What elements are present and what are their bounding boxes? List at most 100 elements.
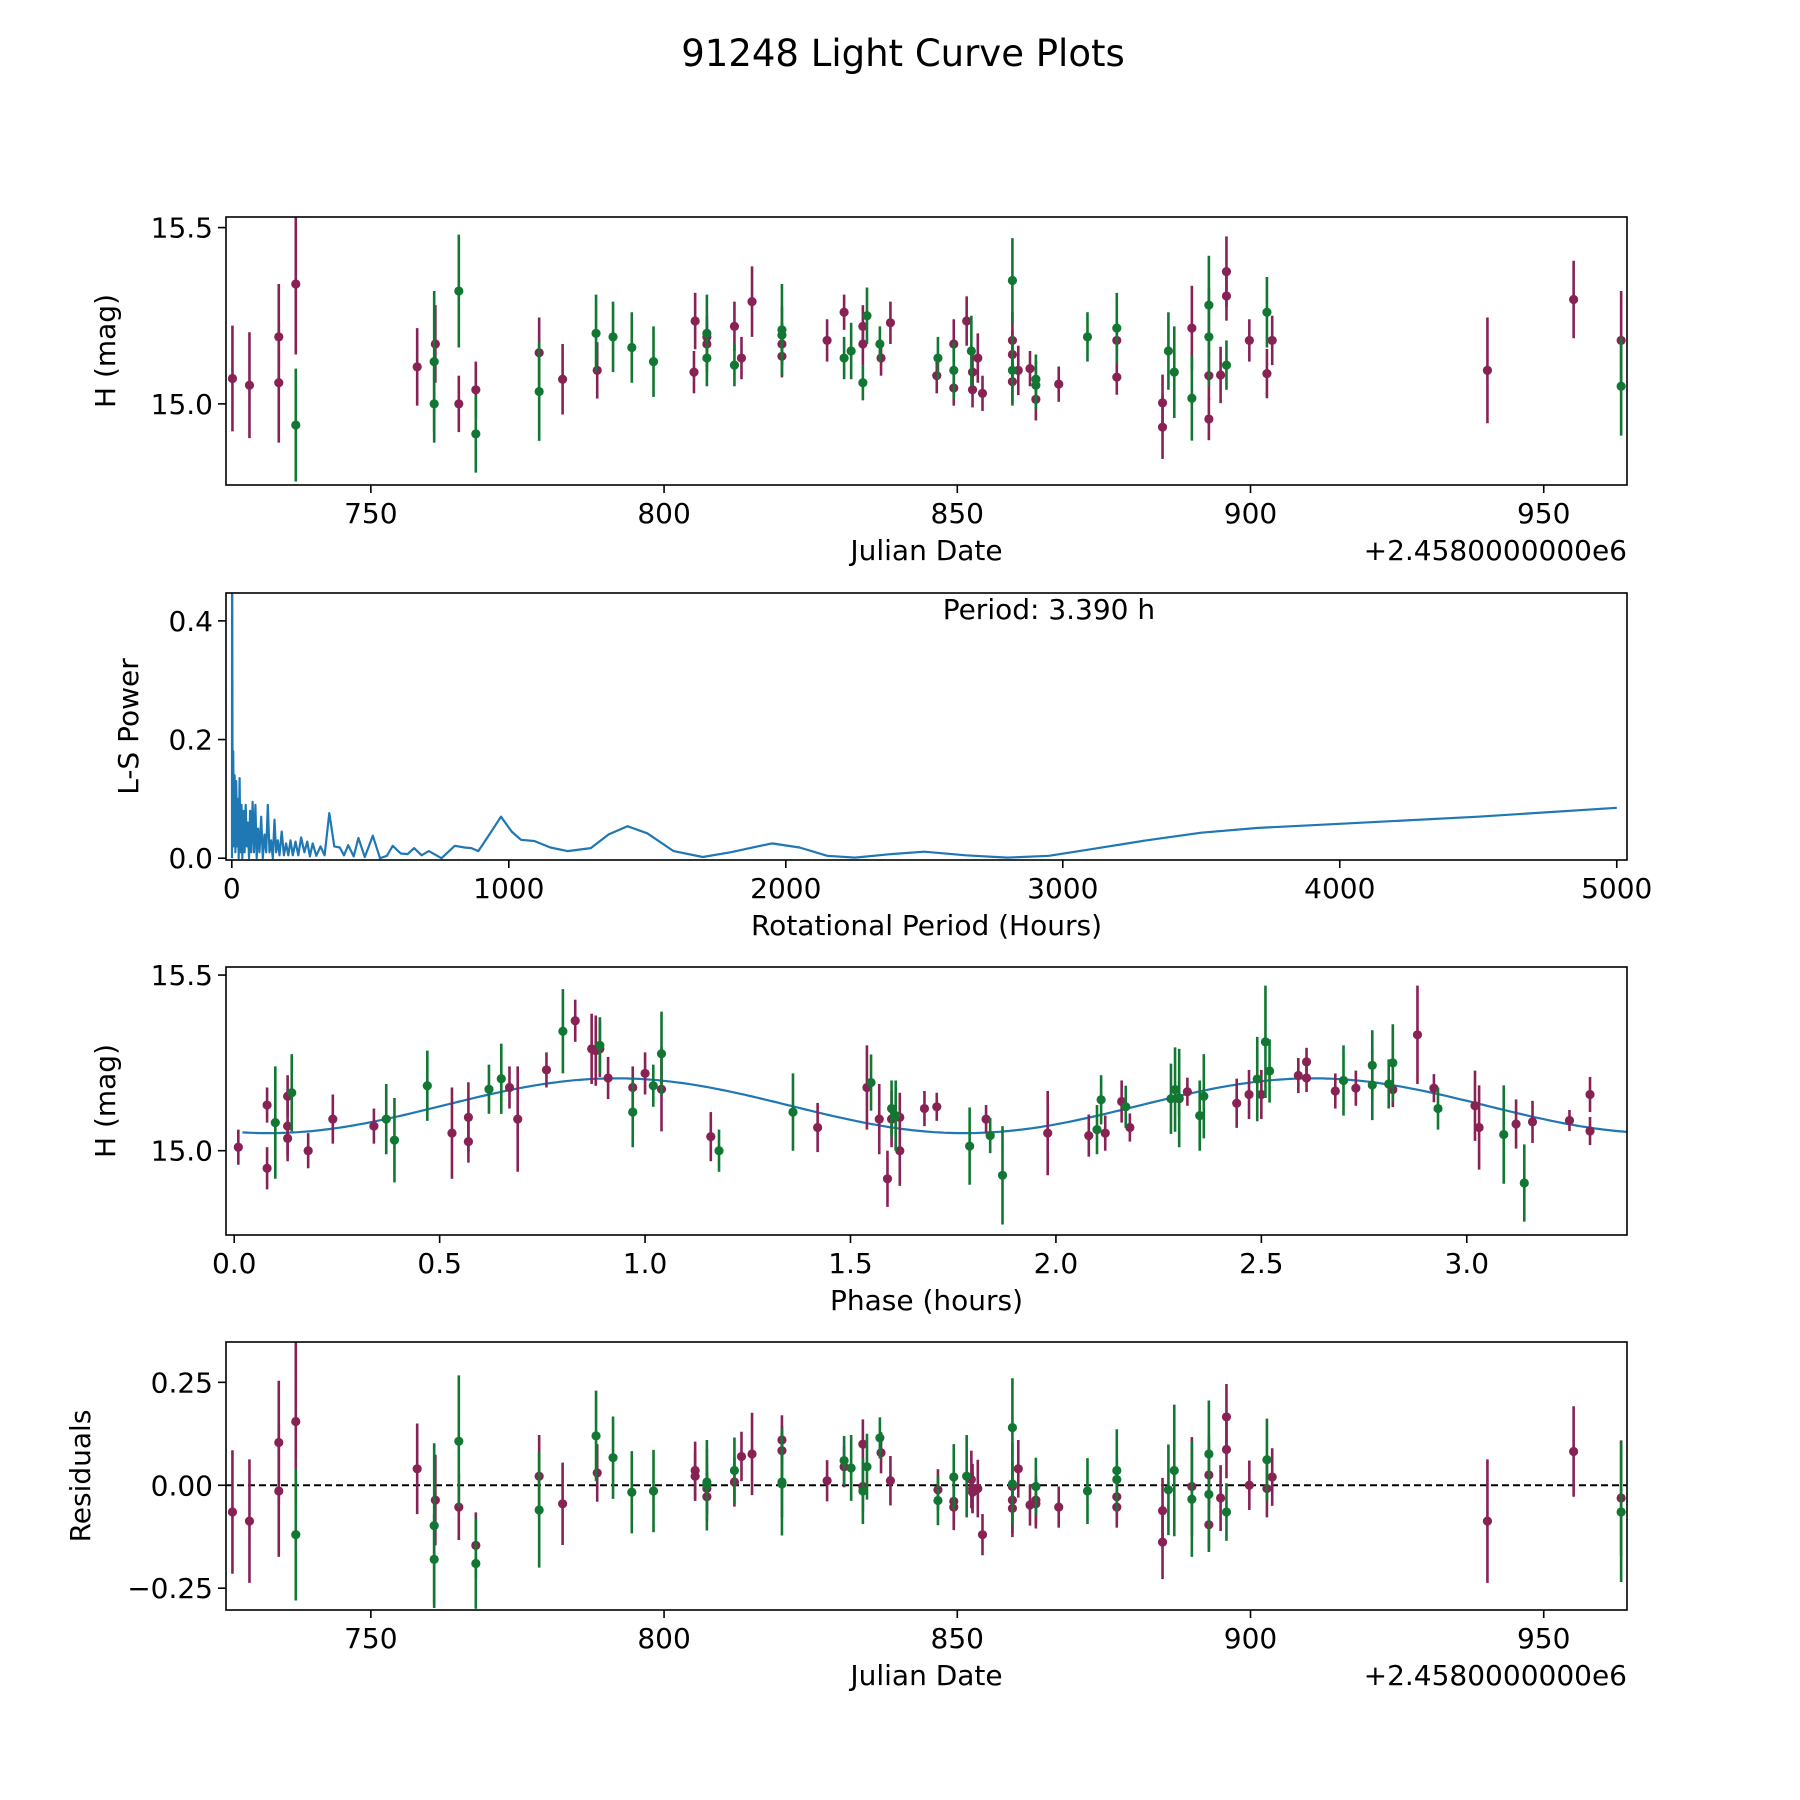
- data-marker: [846, 1463, 856, 1473]
- data-marker: [1187, 1494, 1197, 1504]
- x-tick-label: 850: [931, 1622, 984, 1655]
- x-tick-label: 0: [223, 872, 241, 905]
- data-marker: [328, 1114, 338, 1124]
- data-marker: [389, 1135, 400, 1145]
- data-marker: [227, 1507, 238, 1517]
- data-marker: [1262, 307, 1272, 317]
- data-point: [1244, 1069, 1254, 1120]
- data-marker: [858, 378, 868, 388]
- x-offset-label: +2.4580000000e6: [1364, 1659, 1627, 1692]
- data-marker: [1301, 1057, 1312, 1067]
- data-point: [919, 1090, 930, 1127]
- data-point: [1585, 1076, 1595, 1113]
- x-tick-label: 800: [637, 1622, 690, 1655]
- data-marker: [973, 353, 983, 363]
- data-marker: [1564, 1115, 1575, 1126]
- data-point: [1433, 1087, 1443, 1130]
- data-marker: [463, 1136, 474, 1147]
- data-marker: [949, 1472, 959, 1482]
- data-point: [822, 1460, 832, 1502]
- data-point: [1301, 1063, 1312, 1093]
- data-marker: [1569, 294, 1579, 305]
- data-marker: [1169, 1465, 1179, 1476]
- data-point: [966, 315, 976, 387]
- data-marker: [1125, 1122, 1135, 1133]
- data-point: [1293, 1057, 1303, 1094]
- data-point: [291, 1468, 301, 1601]
- data-marker: [1084, 1130, 1094, 1141]
- data-marker: [1221, 1412, 1232, 1422]
- data-point: [1112, 292, 1122, 364]
- data-marker: [1215, 370, 1226, 380]
- data-marker: [689, 367, 699, 377]
- data-point: [1125, 1113, 1135, 1142]
- data-marker: [706, 1132, 716, 1142]
- y-tick-label: 0.0: [168, 842, 213, 875]
- data-marker: [291, 420, 301, 430]
- data-point: [628, 1076, 638, 1148]
- data-marker: [1569, 1446, 1579, 1457]
- data-point: [1031, 360, 1041, 410]
- data-point: [1187, 1441, 1197, 1557]
- data-point: [1482, 1459, 1493, 1583]
- data-marker: [1215, 1493, 1226, 1503]
- data-point: [886, 1080, 897, 1137]
- data-marker: [1330, 1086, 1340, 1096]
- data-marker: [233, 1142, 243, 1152]
- data-point: [1585, 1116, 1595, 1146]
- data-point: [541, 1052, 552, 1088]
- data-marker: [1195, 1110, 1205, 1121]
- data-point: [504, 1066, 515, 1109]
- x-tick-label: 850: [931, 497, 984, 530]
- data-marker: [262, 1100, 272, 1110]
- x-tick-label: 900: [1224, 1622, 1277, 1655]
- data-point: [534, 1452, 544, 1568]
- data-marker: [656, 1049, 667, 1059]
- data-marker: [862, 1462, 872, 1472]
- data-marker: [1252, 1074, 1262, 1084]
- data-marker: [429, 399, 439, 409]
- data-marker: [1169, 367, 1179, 377]
- y-tick-label: 0.2: [168, 724, 213, 757]
- data-marker: [454, 286, 464, 296]
- data-marker: [1043, 1128, 1053, 1138]
- data-point: [227, 1450, 238, 1574]
- data-point: [1474, 1085, 1484, 1170]
- data-point: [747, 266, 757, 337]
- data-marker: [283, 1133, 293, 1144]
- data-marker: [1351, 1083, 1361, 1093]
- data-marker: [603, 1073, 613, 1083]
- data-marker: [429, 356, 439, 367]
- data-point: [447, 1087, 457, 1179]
- data-point: [1569, 1406, 1579, 1497]
- data-point: [1157, 1477, 1168, 1544]
- data-marker: [1199, 1091, 1209, 1101]
- data-point: [1215, 1465, 1226, 1531]
- data-point: [412, 1423, 422, 1515]
- data-point: [274, 1425, 284, 1557]
- data-marker: [496, 1074, 506, 1084]
- x-tick-label: 950: [1517, 1622, 1570, 1655]
- data-marker: [1388, 1058, 1398, 1068]
- data-point: [839, 336, 849, 380]
- data-point: [471, 1518, 481, 1609]
- y-axis-label: Residuals: [64, 1410, 97, 1543]
- data-marker: [627, 1487, 637, 1497]
- plot-area: [230, 593, 1617, 860]
- data-marker: [1092, 1125, 1102, 1135]
- phased-panel: 0.0 0.5 1.0 1.5 2.0 2.5 3.0 15.0 15.5 Phase (hour…: [89, 959, 1628, 1317]
- x-tick-label: 800: [637, 497, 690, 530]
- data-point: [1569, 260, 1579, 339]
- data-marker: [747, 1449, 757, 1459]
- x-axis-label: Julian Date: [848, 534, 1002, 567]
- axes-frame: [225, 592, 1628, 861]
- data-marker: [591, 328, 601, 338]
- data-point: [981, 1105, 991, 1134]
- data-marker: [1585, 1126, 1595, 1136]
- data-marker: [1293, 1070, 1303, 1081]
- x-tick-label: 5000: [1581, 872, 1652, 905]
- data-marker: [262, 1163, 272, 1173]
- data-marker: [270, 1118, 280, 1128]
- model-fit-curve: [242, 1077, 1627, 1135]
- data-marker: [1585, 1089, 1595, 1100]
